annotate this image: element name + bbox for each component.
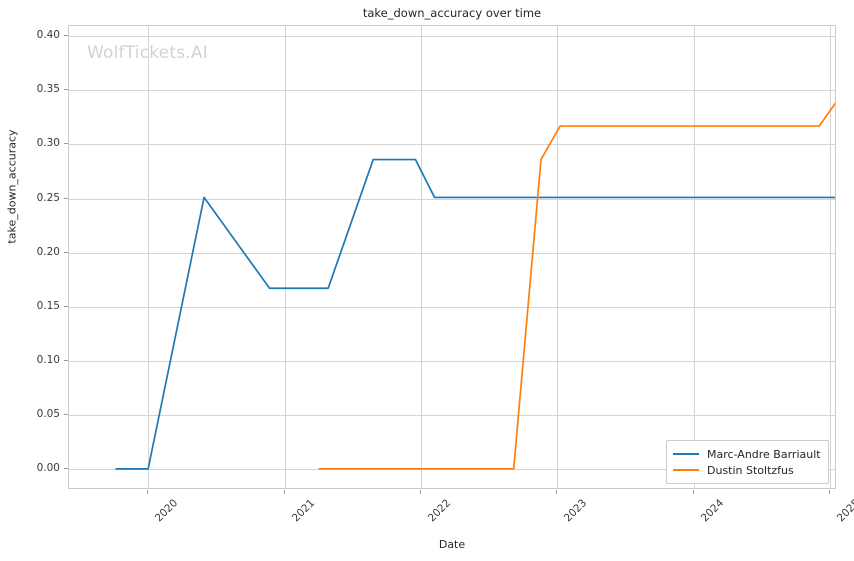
gridline-horizontal [69, 36, 835, 38]
gridline-horizontal [69, 90, 835, 92]
x-tick-label: 2020 [152, 497, 181, 525]
y-tick-mark [64, 89, 68, 91]
x-tick-mark [829, 490, 831, 494]
legend-color-swatch [673, 453, 699, 455]
y-tick-label: 0.40 [36, 29, 60, 42]
plot-area: WolfTickets.AI [68, 25, 836, 489]
y-tick-label: 0.20 [36, 245, 60, 258]
y-tick-label: 0.05 [36, 407, 60, 420]
gridline-vertical [693, 26, 695, 488]
gridline-vertical [420, 26, 422, 488]
x-tick-label: 2022 [425, 497, 454, 525]
x-tick-label: 2025 [835, 497, 854, 525]
x-tick-label: 2024 [698, 497, 726, 525]
y-tick-mark [64, 359, 68, 361]
y-tick-mark [64, 197, 68, 199]
x-tick-mark [556, 490, 558, 494]
y-tick-label: 0.15 [36, 299, 60, 312]
gridline-horizontal [69, 360, 835, 362]
x-tick-mark [147, 490, 149, 494]
y-tick-mark [64, 305, 68, 307]
series-line [115, 158, 835, 470]
y-tick-label: 0.10 [36, 353, 60, 366]
x-tick-label: 2021 [289, 497, 317, 525]
gridline-horizontal [69, 144, 835, 146]
y-tick-label: 0.25 [36, 191, 60, 204]
x-tick-mark [419, 490, 421, 494]
legend: Marc-Andre Barriault Dustin Stoltzfus [666, 440, 829, 484]
series-line [318, 102, 835, 470]
gridline-horizontal [69, 414, 835, 416]
gridline-vertical [557, 26, 559, 488]
x-axis-label: Date [438, 538, 466, 551]
y-tick-mark [64, 251, 68, 253]
y-axis-label: take_down_accuracy [5, 129, 19, 244]
y-tick-label: 0.30 [36, 137, 60, 150]
legend-item[interactable]: Dustin Stoltzfus [673, 462, 821, 478]
y-tick-mark [64, 467, 68, 469]
legend-label: Marc-Andre Barriault [707, 447, 821, 461]
gridline-vertical [284, 26, 286, 488]
y-tick-label: 0.00 [36, 461, 60, 474]
gridline-vertical [830, 26, 832, 488]
x-tick-mark [692, 490, 694, 494]
gridline-vertical [148, 26, 150, 488]
x-tick-label: 2023 [562, 497, 590, 525]
legend-item[interactable]: Marc-Andre Barriault [673, 446, 821, 462]
chart-title: take_down_accuracy over time [362, 6, 542, 20]
legend-label: Dustin Stoltzfus [707, 463, 794, 477]
gridline-horizontal [69, 198, 835, 200]
x-tick-mark [283, 490, 285, 494]
series-lines [115, 102, 835, 470]
gridline-horizontal [69, 252, 835, 254]
legend-color-swatch [673, 469, 699, 471]
gridline-horizontal [69, 306, 835, 308]
y-tick-mark [64, 413, 68, 415]
y-tick-mark [64, 143, 68, 145]
y-tick-label: 0.35 [36, 83, 60, 96]
y-tick-mark [64, 35, 68, 37]
